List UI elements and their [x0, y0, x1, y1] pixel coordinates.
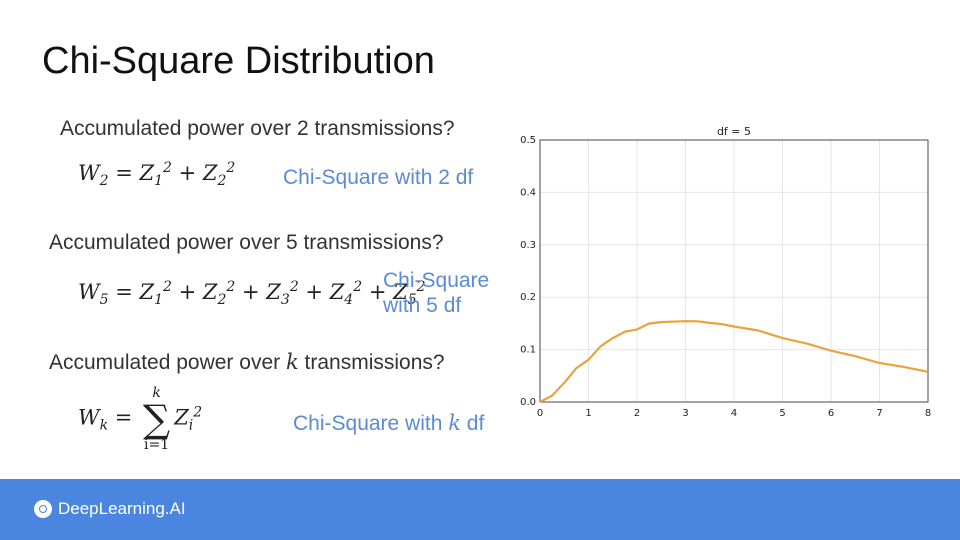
y-tick-label: 0.0 — [520, 397, 536, 408]
x-tick-label: 0 — [537, 408, 543, 419]
chart-title: df = 5 — [717, 125, 751, 138]
question-2-transmissions: Accumulated power over 2 transmissions? — [60, 117, 455, 140]
chi-square-5df-line1: Chi-Square — [383, 269, 490, 292]
formula-w5: W5 = Z12 + Z22 + Z32 + Z42 + Z52 — [78, 279, 426, 309]
plot-frame — [539, 139, 929, 403]
y-tick-label: 0.1 — [520, 345, 536, 356]
x-tick-label: 4 — [731, 408, 737, 419]
brand-name: DeepLearning.AI — [58, 499, 186, 518]
brand: DeepLearning.AI — [34, 499, 186, 519]
chart-svg: 0 1 2 3 4 5 6 7 8 0.0 0.1 0.2 0.3 0.4 0.5 df = 5 — [520, 125, 931, 419]
chi-square-2df-label: Chi-Square with 2 df — [283, 166, 474, 189]
x-tick-label: 6 — [828, 408, 834, 419]
x-tick-label: 3 — [682, 408, 688, 419]
x-tick-label: 2 — [634, 408, 640, 419]
chi-square-kdf-label: Chi-Square with k df — [293, 411, 485, 435]
chi-square-df5-chart: 0 1 2 3 4 5 6 7 8 0.0 0.1 0.2 0.3 0.4 0.5 df = 5 — [510, 120, 950, 420]
x-tick-label: 8 — [925, 408, 931, 419]
y-tick-label: 0.3 — [520, 240, 536, 251]
x-tick-label: 1 — [585, 408, 591, 419]
formula-w2: W2 = Z12 + Z22 — [78, 160, 236, 190]
question-5-transmissions: Accumulated power over 5 transmissions? — [49, 231, 444, 254]
y-tick-label: 0.5 — [520, 135, 536, 146]
formula-wk: Wk = k ∑ i=1 Zi2 — [78, 385, 203, 453]
series-line — [539, 320, 929, 403]
y-tick-label: 0.4 — [520, 187, 536, 198]
question-k-transmissions: Accumulated power over k transmissions? — [49, 350, 445, 374]
x-tick-label: 5 — [779, 408, 785, 419]
chi-square-5df-label: Chi-Square with 5 df — [383, 268, 489, 318]
footer-bar: DeepLearning.AI — [0, 479, 960, 540]
y-tick-label: 0.2 — [520, 292, 536, 303]
summation-symbol: k ∑ i=1 — [143, 385, 171, 453]
deeplearning-logo-icon — [34, 500, 52, 518]
x-tick-label: 7 — [876, 408, 882, 419]
chi-square-5df-line2: with 5 df — [383, 294, 462, 318]
slide-title: Chi-Square Distribution — [42, 40, 435, 82]
